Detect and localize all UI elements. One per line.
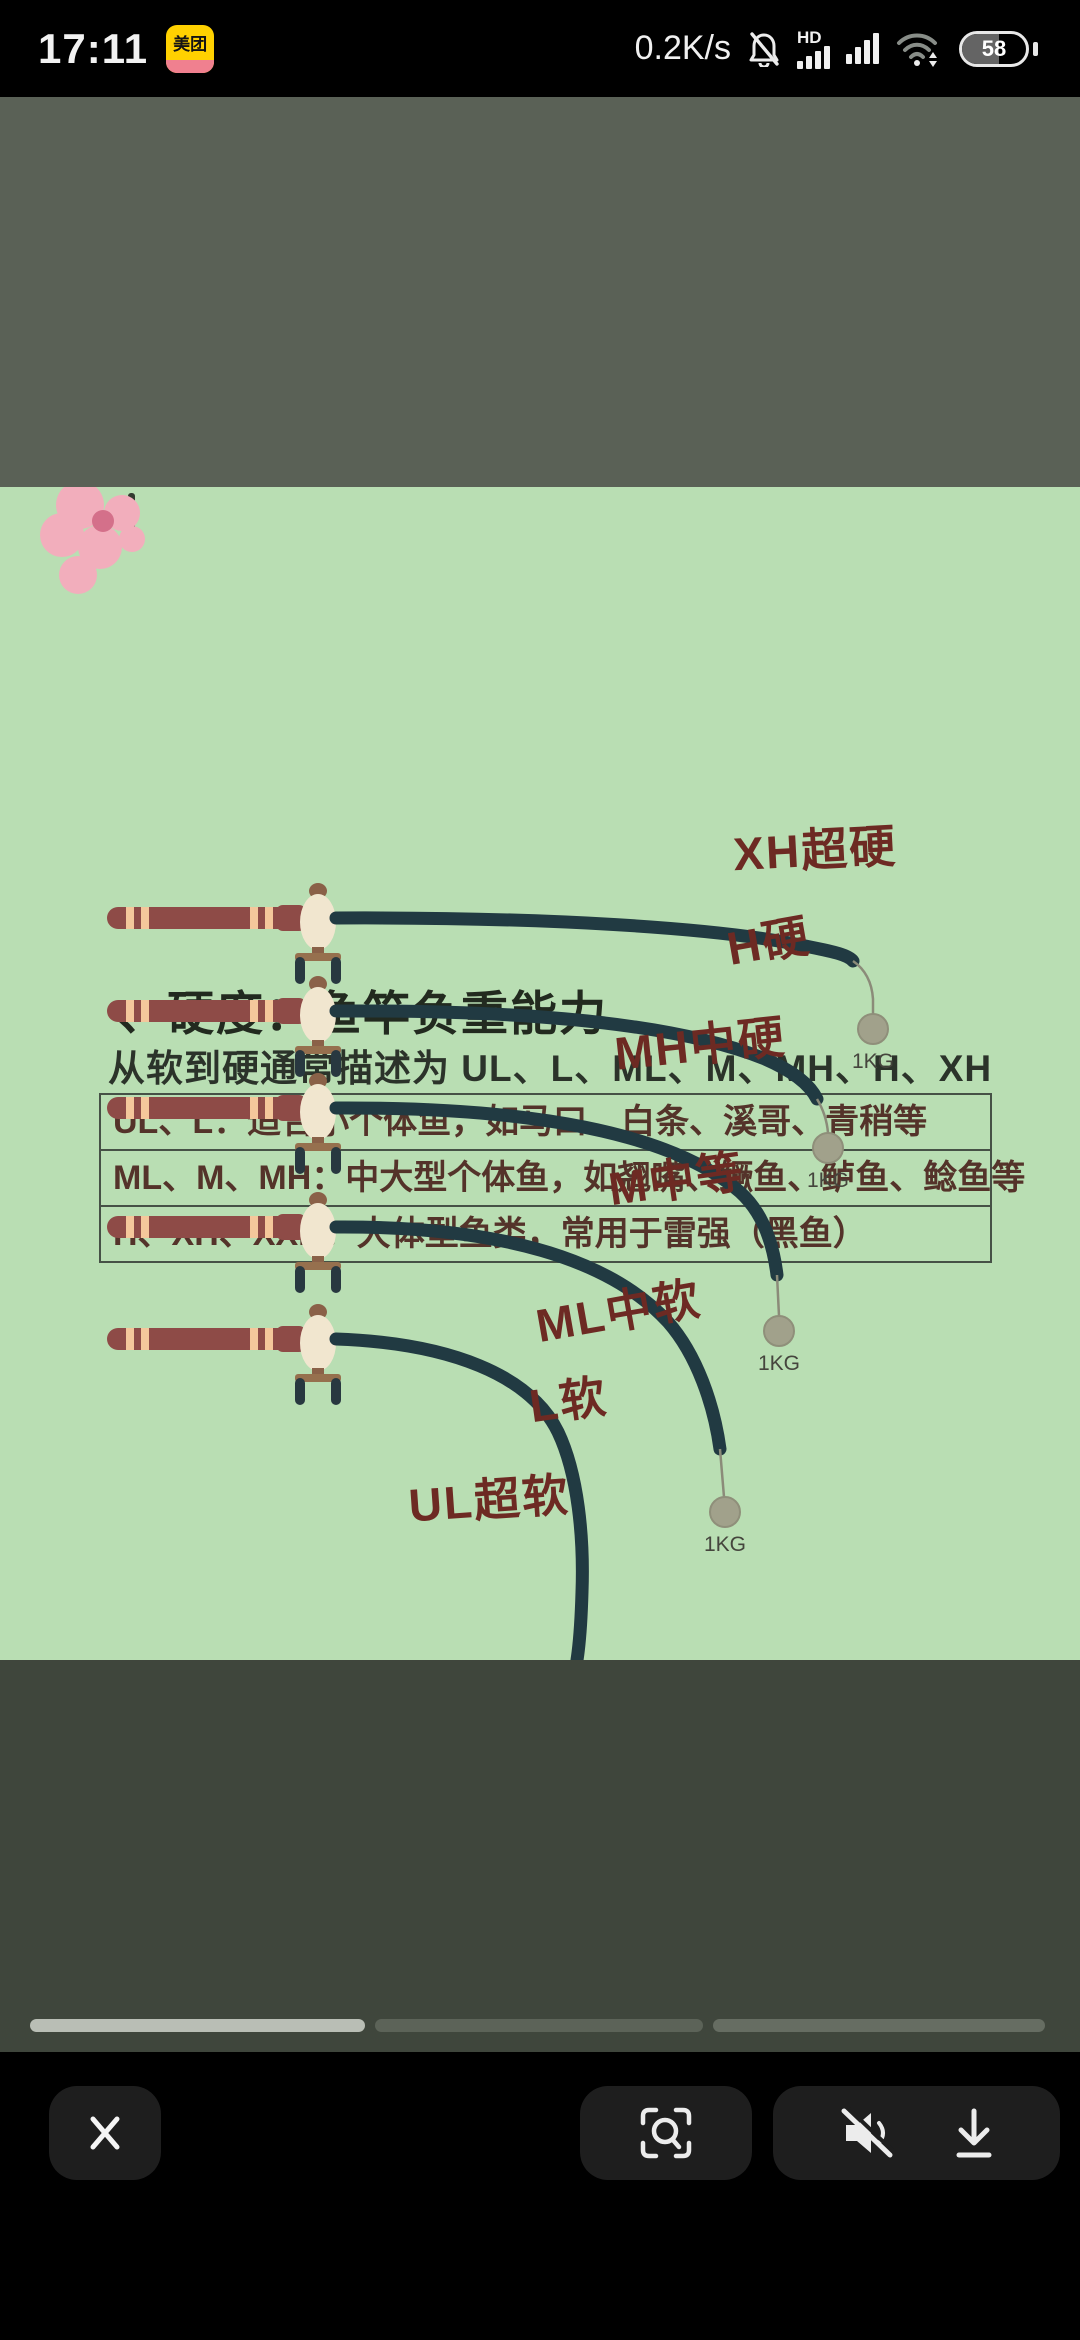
close-icon bbox=[90, 2116, 120, 2150]
fishing-line bbox=[775, 1274, 781, 1317]
image-search-button[interactable] bbox=[580, 2086, 752, 2180]
weight-ball bbox=[709, 1496, 741, 1528]
download-button[interactable] bbox=[950, 2105, 998, 2161]
status-bar: 17:11 美团 0.2K/s HD bbox=[0, 0, 1080, 97]
weight-ball bbox=[857, 1013, 889, 1045]
rod-blank-xh bbox=[329, 911, 860, 968]
progress-segment-active bbox=[30, 2019, 365, 2032]
stiffness-label: UL超软 bbox=[406, 1468, 572, 1532]
weight-label: 1KG bbox=[852, 1050, 894, 1073]
mute-button[interactable] bbox=[836, 2107, 898, 2159]
viewer-backdrop-top bbox=[0, 97, 1080, 487]
mute-icon bbox=[841, 2107, 896, 2158]
weight-label: 1KG bbox=[704, 1533, 746, 1556]
clock: 17:11 bbox=[38, 24, 149, 72]
rod-handle bbox=[107, 1192, 341, 1293]
battery-icon: 58 bbox=[959, 30, 1029, 67]
progress-segment bbox=[375, 2019, 703, 2032]
weight-ball bbox=[812, 1132, 844, 1164]
viewer-controls bbox=[0, 2052, 1080, 2340]
rod-blank-ul bbox=[329, 1332, 589, 1660]
fishing-line bbox=[852, 959, 875, 1014]
infographic-image[interactable]: 、硬度：鱼竿负重能力 从软到硬通常描述为 UL、L、ML、M、MH、H、XH U… bbox=[0, 487, 1080, 1660]
meituan-notification-icon: 美团 bbox=[166, 24, 215, 73]
rod-handle bbox=[107, 1073, 341, 1174]
media-actions-group bbox=[773, 2086, 1060, 2180]
stiffness-label: XH超硬 bbox=[731, 819, 899, 881]
rod-blank-h bbox=[329, 1004, 824, 1106]
stiffness-label: L软 bbox=[526, 1369, 611, 1433]
carousel-progress bbox=[0, 2019, 1080, 2032]
muted-bell-icon bbox=[749, 31, 779, 67]
network-speed: 0.2K/s bbox=[634, 29, 731, 67]
fishing-line bbox=[718, 1448, 726, 1498]
weight-ball bbox=[763, 1315, 795, 1347]
rod-blank-mh bbox=[329, 1101, 784, 1282]
image-subtitle: 从软到硬通常描述为 UL、L、ML、M、MH、H、XH bbox=[108, 1048, 993, 1089]
sim2-signal-icon bbox=[846, 33, 879, 64]
progress-segment bbox=[713, 2019, 1045, 2032]
weight-label: 1KG bbox=[758, 1352, 800, 1375]
rod-handle bbox=[107, 883, 341, 984]
viewer-backdrop-bottom bbox=[0, 1660, 1080, 2052]
blossom-decoration-icon bbox=[40, 487, 145, 594]
rod-handle bbox=[107, 1304, 341, 1405]
rod-handle bbox=[107, 976, 341, 1077]
rod-blank-m bbox=[329, 1220, 727, 1456]
download-icon bbox=[956, 2108, 991, 2158]
close-button[interactable] bbox=[49, 2086, 161, 2180]
sim1-signal-icon: HD bbox=[797, 29, 830, 69]
wifi-icon bbox=[897, 33, 937, 67]
table-row: ML、M、MH：中大型个体鱼，如翘嘴、鳜鱼、鲈鱼、鲶鱼等 bbox=[101, 1149, 1025, 1205]
image-search-icon bbox=[640, 2107, 692, 2159]
battery-percent: 58 bbox=[981, 35, 1007, 61]
fishing-line bbox=[815, 1098, 830, 1134]
weight-label: 1KG bbox=[807, 1169, 849, 1192]
rod-diagram: 1KG 1KG 1KG 1KG bbox=[107, 883, 894, 1660]
